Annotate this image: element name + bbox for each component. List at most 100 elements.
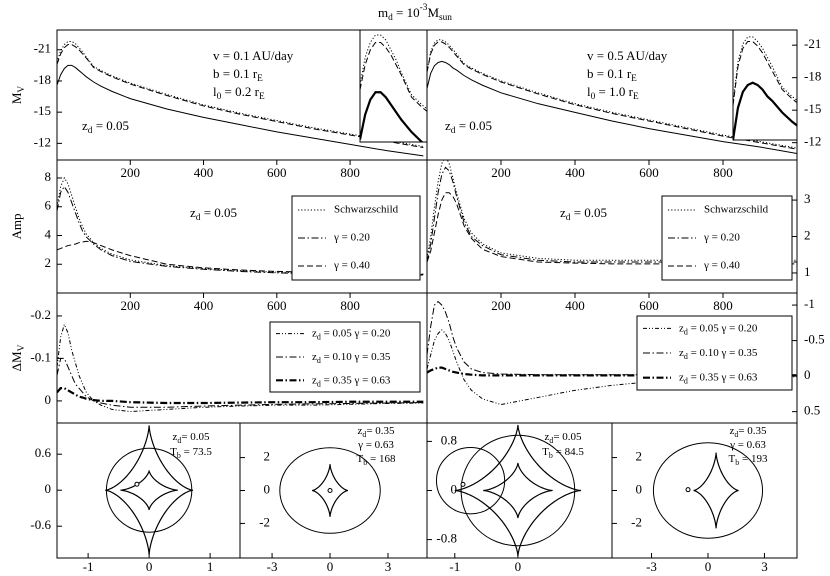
annotation-part: d bbox=[88, 126, 93, 136]
y-tick-label: -0.1 bbox=[30, 349, 51, 364]
y-axis-label-part: V bbox=[17, 86, 27, 93]
y-tick-label: -2 bbox=[259, 514, 270, 529]
source-circle bbox=[652, 442, 764, 539]
annotation-part: b bbox=[363, 458, 367, 467]
y-tick-label: -0.6 bbox=[30, 517, 51, 532]
inset-line bbox=[360, 34, 427, 110]
annotation: Tb = 168 bbox=[357, 453, 396, 467]
annotation: zd= 0.35 bbox=[357, 425, 395, 439]
annotation-part: = 0.05 bbox=[200, 205, 237, 220]
legend-label-part: d bbox=[317, 332, 321, 341]
x-tick-label: 800 bbox=[713, 298, 733, 313]
annotation-part: z bbox=[172, 431, 177, 443]
annotation-part: z bbox=[445, 118, 451, 133]
annotation-part: d bbox=[734, 430, 738, 439]
annotation-part: z bbox=[357, 425, 362, 437]
annotation-part: b = 0.1 r bbox=[213, 66, 258, 81]
x-tick-label: 1 bbox=[207, 559, 214, 574]
x-tick-label: -1 bbox=[83, 559, 94, 574]
x-tick-label: 400 bbox=[194, 165, 214, 180]
y-tick-label: 0 bbox=[451, 481, 458, 496]
y-tick-label: -18 bbox=[34, 72, 51, 87]
y-tick-label: 2 bbox=[45, 255, 52, 270]
x-tick-label: 600 bbox=[639, 298, 659, 313]
caustic bbox=[312, 464, 349, 517]
y-tick-label: -1 bbox=[804, 296, 815, 311]
annotation-part: E bbox=[257, 74, 263, 84]
chart-title-part: M bbox=[427, 5, 439, 20]
x-tick-label: -3 bbox=[646, 559, 657, 574]
inset-line bbox=[360, 91, 424, 142]
y-tick-label: -2 bbox=[631, 514, 642, 529]
x-tick-label: 400 bbox=[565, 298, 585, 313]
x-tick-label: -1 bbox=[449, 559, 460, 574]
legend-label-part: z bbox=[679, 322, 684, 334]
inset bbox=[733, 36, 797, 140]
annotation: l0 = 1.0 rE bbox=[587, 84, 639, 102]
legend-label-part: = 0.35 γ = 0.63 bbox=[321, 374, 391, 386]
legend-label: γ = 0.20 bbox=[333, 232, 370, 244]
y-axis-label-part: ΔM bbox=[9, 351, 24, 371]
inset-line bbox=[733, 40, 797, 106]
chart-title-part: d bbox=[388, 13, 393, 23]
y-tick-label: 0 bbox=[264, 481, 271, 496]
caustic bbox=[693, 452, 739, 529]
line bbox=[427, 41, 797, 150]
annotation-part: v = 0.1 AU/day bbox=[213, 48, 294, 63]
x-tick-label: 0 bbox=[146, 559, 153, 574]
source-circle bbox=[460, 434, 576, 547]
annotation-part: = 0.05 bbox=[553, 431, 582, 443]
annotation-part: b bbox=[735, 458, 739, 467]
annotation-part: = 193 bbox=[739, 453, 768, 465]
annotation: zd = 0.05 bbox=[82, 118, 129, 136]
caustic bbox=[120, 470, 178, 511]
annotation-part: = 1.0 r bbox=[595, 84, 633, 99]
caustic bbox=[483, 462, 553, 519]
legend-label: Schwarzschild bbox=[334, 204, 399, 216]
x-tick-label: 800 bbox=[340, 298, 360, 313]
annotation: γ = 0.63 bbox=[357, 439, 394, 451]
legend-label: zd = 0.10 γ = 0.35 bbox=[312, 351, 391, 365]
inset-frame bbox=[732, 30, 797, 141]
annotation-part: z bbox=[729, 425, 734, 437]
line bbox=[57, 64, 424, 157]
y-tick-label: 2 bbox=[636, 449, 643, 464]
annotation-part: T bbox=[357, 453, 364, 465]
inset-line bbox=[733, 81, 797, 140]
y-tick-label: -12 bbox=[804, 134, 821, 149]
line bbox=[57, 322, 424, 413]
annotation-part: = 0.35 bbox=[738, 425, 767, 437]
panel bbox=[435, 424, 582, 557]
y-tick-label: 0.5 bbox=[804, 403, 820, 418]
annotation-part: d bbox=[566, 213, 571, 223]
annotation: l0 = 0.2 rE bbox=[213, 84, 265, 102]
annotation-part: b = 0.1 r bbox=[587, 66, 632, 81]
annotation-part: l bbox=[587, 84, 591, 99]
annotation-part: = 73.5 bbox=[181, 446, 212, 458]
annotation-part: l bbox=[213, 84, 217, 99]
y-axis-label-part: V bbox=[17, 344, 27, 351]
y-tick-label: 0 bbox=[45, 392, 52, 407]
annotation-part: E bbox=[631, 74, 637, 84]
y-tick-label: -0.2 bbox=[30, 307, 51, 322]
annotation-part: 0 bbox=[591, 92, 596, 102]
source bbox=[685, 487, 691, 493]
annotation-part: γ = 0.63 bbox=[729, 439, 766, 451]
y-tick-label: 1 bbox=[804, 264, 811, 279]
x-tick-label: 200 bbox=[491, 165, 511, 180]
y-tick-label: 2 bbox=[264, 449, 271, 464]
y-tick-label: -12 bbox=[34, 134, 51, 149]
y-tick-label: 0 bbox=[636, 481, 643, 496]
panel bbox=[57, 30, 427, 157]
annotation-part: v = 0.5 AU/day bbox=[587, 48, 668, 63]
annotation: b = 0.1 rE bbox=[213, 66, 263, 84]
line bbox=[427, 39, 797, 149]
x-tick-label: 600 bbox=[639, 165, 659, 180]
y-axis-label-part: M bbox=[9, 92, 24, 104]
legend-label-part: z bbox=[679, 371, 684, 383]
line bbox=[57, 357, 424, 408]
annotation-part: = 168 bbox=[367, 453, 396, 465]
annotation: b = 0.1 rE bbox=[587, 66, 637, 84]
x-tick-label: 600 bbox=[267, 165, 287, 180]
